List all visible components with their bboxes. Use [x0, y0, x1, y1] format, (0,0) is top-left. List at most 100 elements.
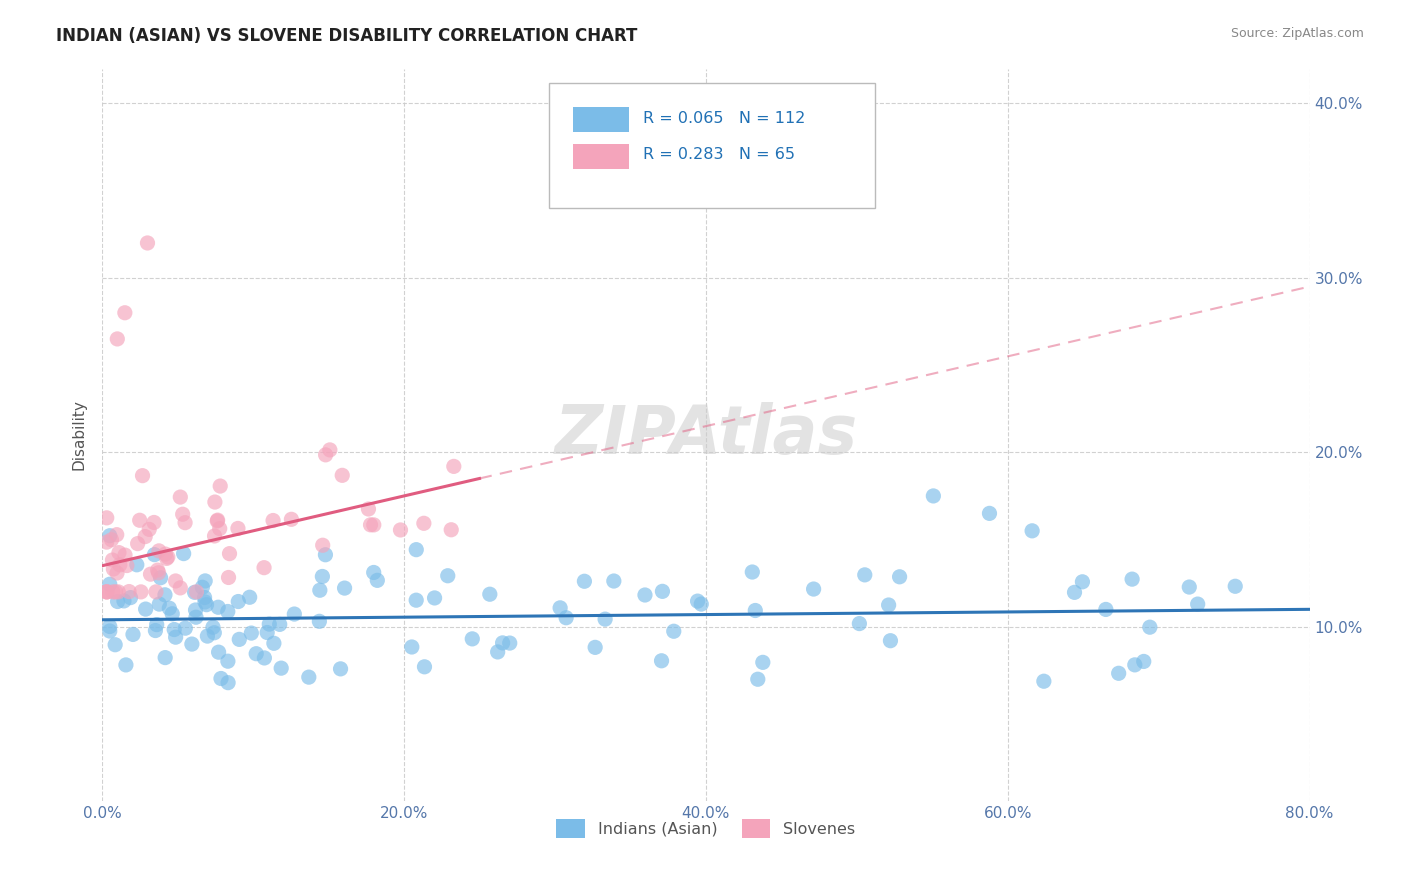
Point — [269, 617, 291, 632]
Point — [218, 547, 240, 561]
Point — [298, 670, 321, 684]
Point — [853, 567, 876, 582]
Point — [105, 332, 128, 346]
Point — [889, 570, 911, 584]
Point — [107, 594, 129, 608]
Point — [195, 598, 218, 612]
Point — [149, 571, 172, 585]
Point — [461, 632, 484, 646]
Point — [112, 594, 135, 608]
Point — [363, 566, 385, 580]
Point — [1187, 597, 1209, 611]
Point — [129, 585, 152, 599]
Point — [207, 645, 229, 659]
Point — [308, 615, 330, 629]
Point — [204, 495, 226, 509]
Point — [115, 657, 138, 672]
Point — [280, 512, 302, 526]
Point — [491, 636, 513, 650]
Point — [169, 581, 191, 595]
Point — [583, 640, 606, 655]
Point — [194, 595, 217, 609]
Point — [208, 522, 231, 536]
Point — [104, 638, 127, 652]
Point — [405, 593, 427, 607]
Point — [478, 587, 501, 601]
Point — [311, 569, 333, 583]
Point — [204, 529, 226, 543]
Point — [131, 468, 153, 483]
Point — [96, 535, 118, 549]
Legend: Indians (Asian), Slovenes: Indians (Asian), Slovenes — [550, 813, 862, 845]
Point — [108, 558, 131, 572]
Point — [120, 591, 142, 605]
Point — [217, 605, 239, 619]
Point — [184, 610, 207, 624]
Point — [96, 511, 118, 525]
Point — [125, 558, 148, 572]
Point — [156, 549, 179, 564]
Point — [226, 521, 249, 535]
Text: ZIPAtlas: ZIPAtlas — [554, 402, 858, 468]
Point — [174, 516, 197, 530]
Point — [741, 565, 763, 579]
Point — [228, 632, 250, 647]
Point — [101, 585, 124, 599]
Point — [256, 625, 278, 640]
Point — [165, 574, 187, 588]
Point — [218, 570, 240, 584]
Point — [979, 507, 1001, 521]
Point — [138, 522, 160, 536]
Point — [548, 600, 571, 615]
Point — [174, 621, 197, 635]
Point — [160, 607, 183, 621]
Point — [686, 594, 709, 608]
Point — [363, 517, 385, 532]
Point — [922, 489, 945, 503]
Point — [202, 625, 225, 640]
Text: R = 0.065   N = 112: R = 0.065 N = 112 — [643, 111, 806, 126]
Point — [98, 624, 121, 638]
Point — [153, 588, 176, 602]
Point — [1139, 620, 1161, 634]
Point — [114, 548, 136, 562]
Point — [1123, 657, 1146, 672]
Point — [217, 675, 239, 690]
Point — [389, 523, 412, 537]
FancyBboxPatch shape — [574, 107, 628, 132]
Point — [312, 538, 335, 552]
Point — [333, 581, 356, 595]
Point — [319, 442, 342, 457]
Point — [184, 603, 207, 617]
Point — [1121, 572, 1143, 586]
Point — [180, 637, 202, 651]
Point — [803, 582, 825, 596]
Point — [191, 580, 214, 594]
Point — [186, 585, 208, 599]
Point — [239, 591, 262, 605]
Point — [114, 306, 136, 320]
Point — [155, 547, 177, 561]
Point — [135, 602, 157, 616]
Point — [877, 598, 900, 612]
Point — [329, 662, 352, 676]
Point — [96, 584, 118, 599]
Point — [100, 533, 122, 547]
Point — [259, 617, 281, 632]
Point — [690, 597, 713, 611]
Point — [193, 591, 215, 605]
Point — [253, 560, 276, 574]
Point — [153, 650, 176, 665]
Point — [101, 553, 124, 567]
Point — [440, 523, 463, 537]
Point — [747, 672, 769, 686]
Point — [486, 645, 509, 659]
Point — [98, 529, 121, 543]
Point — [1178, 580, 1201, 594]
Text: Source: ZipAtlas.com: Source: ZipAtlas.com — [1230, 27, 1364, 40]
Point — [226, 594, 249, 608]
Point — [357, 502, 380, 516]
Point — [145, 617, 167, 632]
Point — [157, 601, 180, 615]
Point — [360, 517, 382, 532]
